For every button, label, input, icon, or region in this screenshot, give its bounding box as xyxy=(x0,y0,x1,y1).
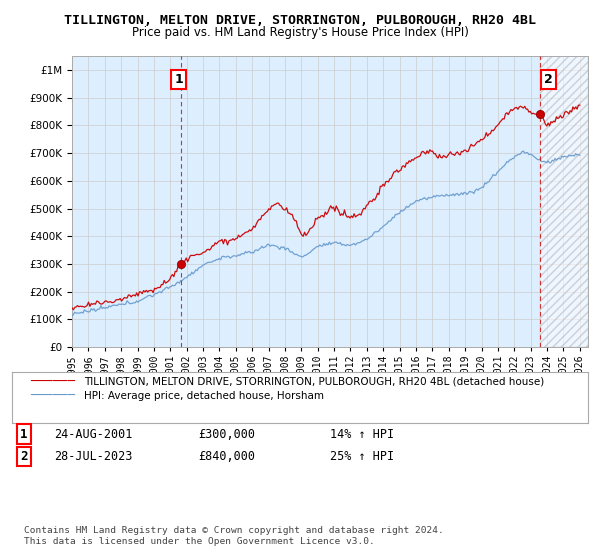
Text: 28-JUL-2023: 28-JUL-2023 xyxy=(54,450,133,463)
Text: TILLINGTON, MELTON DRIVE, STORRINGTON, PULBOROUGH, RH20 4BL (detached house): TILLINGTON, MELTON DRIVE, STORRINGTON, P… xyxy=(84,377,544,387)
Text: ──────: ────── xyxy=(30,375,75,389)
Text: £840,000: £840,000 xyxy=(198,450,255,463)
Bar xyxy=(540,56,588,347)
Text: 14% ↑ HPI: 14% ↑ HPI xyxy=(330,427,394,441)
Text: 24-AUG-2001: 24-AUG-2001 xyxy=(54,427,133,441)
Text: HPI: Average price, detached house, Horsham: HPI: Average price, detached house, Hors… xyxy=(84,391,324,401)
Text: 25% ↑ HPI: 25% ↑ HPI xyxy=(330,450,394,463)
Text: 1: 1 xyxy=(174,73,183,86)
Text: £300,000: £300,000 xyxy=(198,427,255,441)
Bar xyxy=(540,56,588,347)
Text: 1: 1 xyxy=(20,427,28,441)
Text: 2: 2 xyxy=(20,450,28,463)
Text: Contains HM Land Registry data © Crown copyright and database right 2024.
This d: Contains HM Land Registry data © Crown c… xyxy=(24,526,444,546)
Text: TILLINGTON, MELTON DRIVE, STORRINGTON, PULBOROUGH, RH20 4BL: TILLINGTON, MELTON DRIVE, STORRINGTON, P… xyxy=(64,14,536,27)
Text: Price paid vs. HM Land Registry's House Price Index (HPI): Price paid vs. HM Land Registry's House … xyxy=(131,26,469,39)
Text: 2: 2 xyxy=(544,73,553,86)
Text: ──────: ────── xyxy=(30,389,75,403)
